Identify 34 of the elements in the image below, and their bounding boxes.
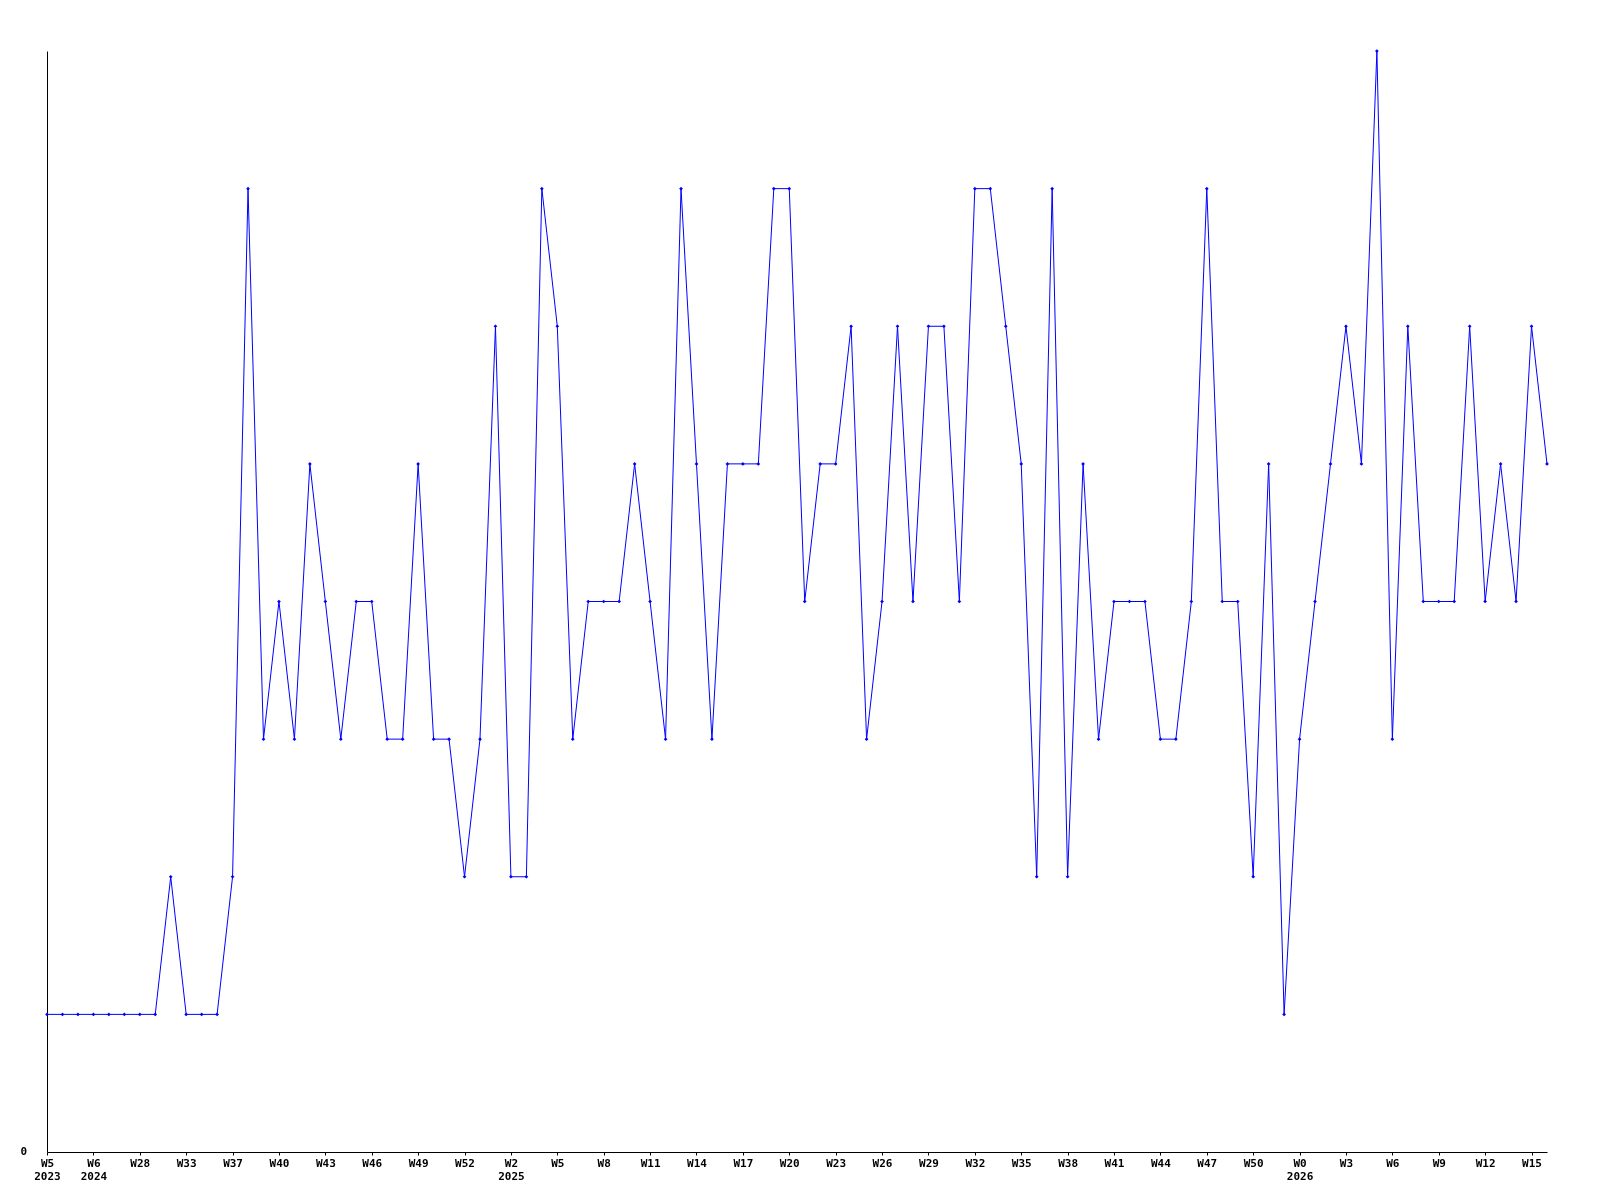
x-tick-label: W2 2025 bbox=[498, 1156, 525, 1183]
x-tick-label: W6 2024 bbox=[80, 1156, 108, 1183]
x-tick-label: W20 bbox=[779, 1156, 800, 1170]
x-tick-label: W28 bbox=[130, 1156, 151, 1170]
x-tick-label: W0 2026 bbox=[1286, 1156, 1314, 1183]
x-tick-label: W29 bbox=[919, 1156, 939, 1170]
x-tick-label: W47 bbox=[1197, 1156, 1218, 1170]
x-tick-label: W6 bbox=[1386, 1156, 1400, 1170]
x-tick-label: W3 bbox=[1339, 1156, 1354, 1170]
x-tick-label: W17 bbox=[733, 1156, 754, 1170]
x-tick-label: W40 bbox=[269, 1156, 290, 1170]
x-tick-label: W35 bbox=[1011, 1156, 1032, 1170]
x-tick-label: W41 bbox=[1104, 1156, 1125, 1170]
x-tick-label: W26 bbox=[872, 1156, 893, 1170]
x-tick-label: W50 bbox=[1243, 1156, 1264, 1170]
x-tick-label: W37 bbox=[223, 1156, 243, 1170]
x-tick-label: W15 bbox=[1522, 1156, 1542, 1170]
x-tick-label: W8 bbox=[597, 1156, 611, 1170]
x-tick-label: W44 bbox=[1150, 1156, 1172, 1170]
x-tick-label: W46 bbox=[362, 1156, 383, 1170]
x-tick-label: W14 bbox=[687, 1156, 708, 1170]
x-tick-label: W38 bbox=[1058, 1156, 1079, 1170]
x-tick-label: W12 bbox=[1475, 1156, 1496, 1170]
x-tick-label: W23 bbox=[826, 1156, 847, 1170]
x-tick-label: W32 bbox=[965, 1156, 986, 1170]
x-tick-label: W9 bbox=[1432, 1156, 1446, 1170]
x-tick-label: W5 2023 bbox=[34, 1156, 61, 1183]
x-tick-label: W11 bbox=[640, 1156, 661, 1170]
text: 0 bbox=[20, 1145, 27, 1158]
x-tick-label: W5 bbox=[551, 1156, 565, 1170]
x-tick-label: W52 bbox=[455, 1156, 475, 1170]
x-tick-label: W33 bbox=[176, 1156, 197, 1170]
x-tick-label: W49 bbox=[408, 1156, 429, 1170]
x-tick-label: W43 bbox=[315, 1156, 336, 1170]
